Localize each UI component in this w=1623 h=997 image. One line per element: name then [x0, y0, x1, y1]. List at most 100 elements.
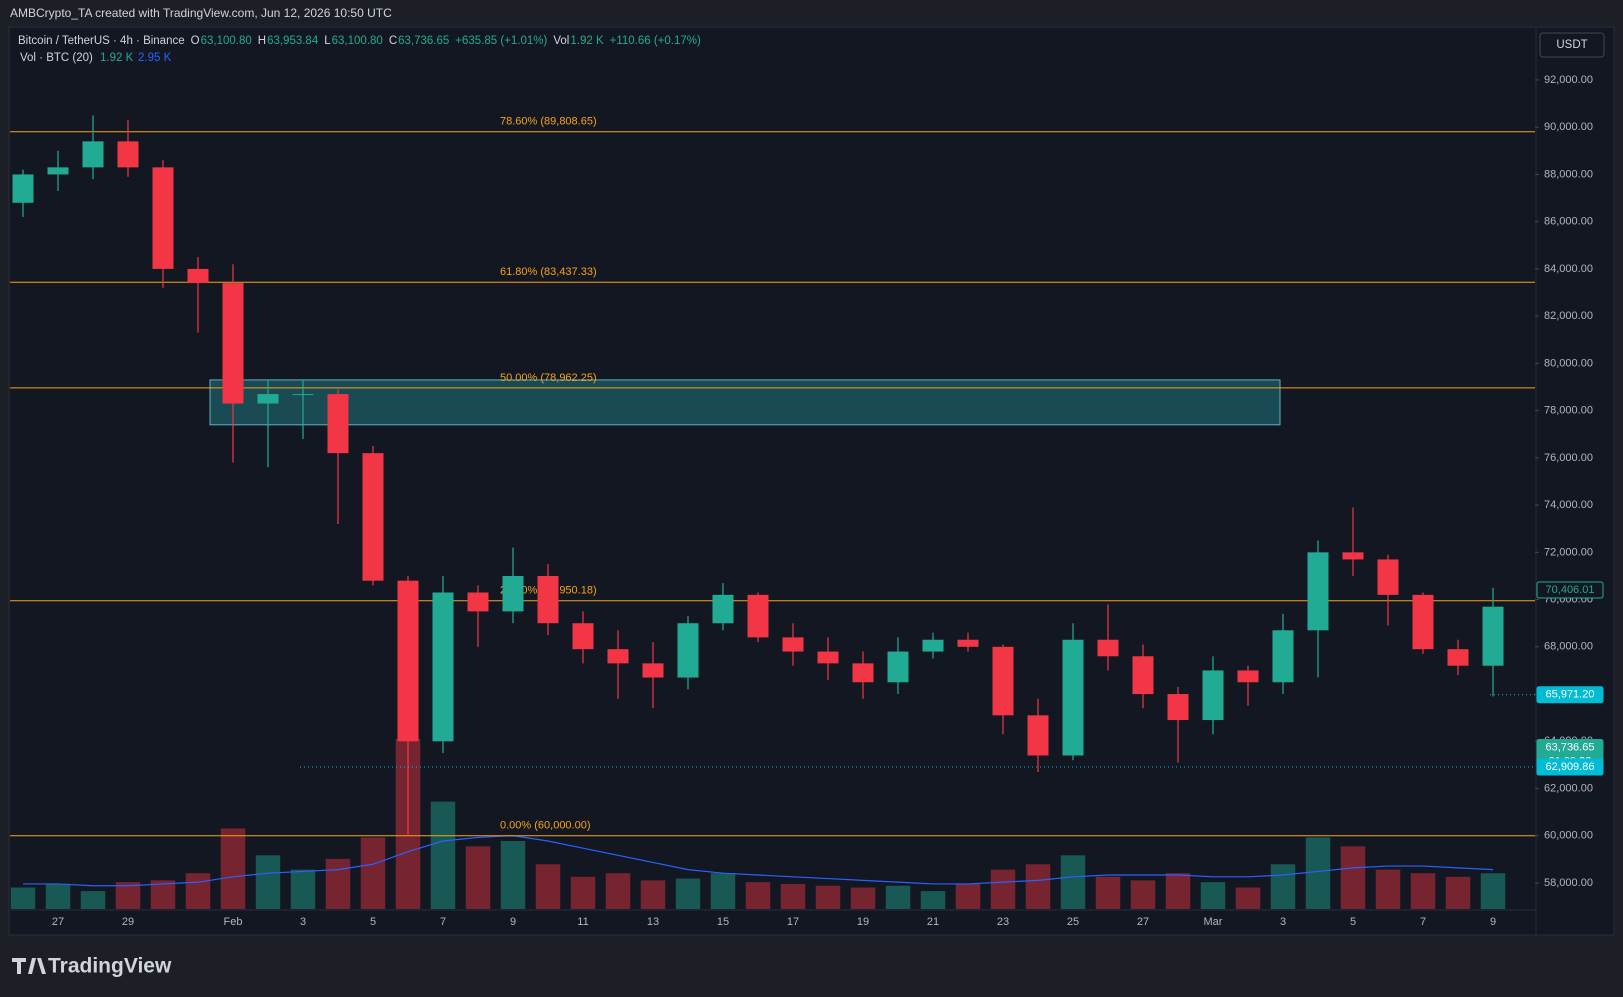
candle-body [712, 594, 734, 624]
x-tick-label: 3 [1280, 916, 1286, 928]
candle-body [922, 639, 944, 652]
x-tick-label: 27 [52, 916, 64, 928]
volume-bar [605, 873, 631, 909]
volume-bar [255, 855, 281, 909]
y-tick-label: 80,000.00 [1544, 357, 1593, 369]
price-label-box [1536, 758, 1604, 776]
candle-body [957, 639, 979, 647]
plot: 78.60% (89,808.65) 61.80% (83,437.33) 50.0… [10, 79, 1539, 909]
x-tick-label: 25 [1067, 916, 1079, 928]
volume-bar [150, 880, 176, 909]
volume-bar [815, 885, 841, 909]
vol-indicator: Vol · BTC (20) [20, 52, 93, 64]
candle-body [1377, 559, 1399, 595]
candle-body [747, 594, 769, 638]
candle-body [152, 167, 174, 269]
x-tick-label: 9 [1490, 916, 1496, 928]
volume-ma [23, 835, 1494, 887]
price-label: 62,909.86 [1546, 761, 1595, 773]
volume-bar [1340, 846, 1366, 909]
y-tick-label: 72,000.00 [1544, 546, 1593, 558]
volume-bar [45, 883, 71, 909]
x-tick-label: 3 [300, 916, 306, 928]
ohlc-value: 63,100.80 [332, 35, 383, 47]
fib-label: 78.60% (89,808.65) [500, 116, 597, 128]
brand[interactable]: TradingView [12, 955, 172, 978]
candle-body [817, 651, 839, 664]
volume-bar [1165, 873, 1191, 909]
volume-bar [1305, 837, 1331, 909]
y-tick-label: 90,000.00 [1544, 121, 1593, 133]
price-label: 65,971.20 [1546, 689, 1595, 701]
candle-body [642, 663, 664, 678]
candle-body [1027, 715, 1049, 756]
candle-body [82, 141, 104, 168]
ohlc-key: L [324, 35, 331, 47]
candle-body [257, 394, 279, 404]
candle-body [222, 283, 244, 404]
vol-indicator-value: 1.92 K [100, 52, 134, 64]
candle-body [117, 141, 139, 168]
volume-bar [1060, 855, 1086, 909]
candle-body [1097, 639, 1119, 657]
volume-bar [1095, 876, 1121, 909]
x-tick-label: 13 [647, 916, 659, 928]
volume-bar [185, 873, 211, 909]
y-tick-label: 74,000.00 [1544, 499, 1593, 511]
x-tick-label: 19 [857, 916, 869, 928]
brand-logo[interactable] [12, 958, 46, 974]
y-tick-label: 60,000.00 [1544, 830, 1593, 842]
volume-bar [710, 873, 736, 909]
x-tick-label: 5 [370, 916, 376, 928]
volume-bar [1375, 869, 1401, 909]
currency-box[interactable] [1539, 32, 1605, 58]
volume-bar [1410, 873, 1436, 909]
candle-body [1342, 552, 1364, 560]
y-tick-label: 82,000.00 [1544, 310, 1593, 322]
y-tick-label: 92,000.00 [1544, 74, 1593, 86]
candle-body [1132, 656, 1154, 695]
candle-body [782, 637, 804, 652]
credit: AMBCrypto_TA created with TradingView.co… [10, 6, 392, 20]
x-tick-label: Mar [1204, 916, 1223, 928]
currency[interactable]: USDT [1556, 39, 1587, 51]
candle-body [1447, 649, 1469, 666]
x-tick-label: 7 [1420, 916, 1426, 928]
volume-bar [220, 828, 246, 909]
ohlc-key: H [258, 35, 266, 47]
candle-body [1272, 630, 1294, 683]
candle-body [1412, 594, 1434, 650]
zone [209, 379, 1281, 426]
ohlc-value: 63,953.84 [267, 35, 319, 47]
vol-key: Vol [553, 35, 569, 47]
candle-body [607, 649, 629, 664]
volume-bar [1130, 880, 1156, 909]
candle-body [397, 580, 419, 742]
candle-body [1482, 606, 1504, 666]
change: +635.85 (+1.01%) [455, 35, 547, 47]
candle-body [1307, 552, 1329, 631]
candle-body [502, 575, 524, 612]
volume-bar [1480, 873, 1506, 909]
candle-body [677, 623, 699, 678]
volume-bar [1200, 882, 1226, 909]
ohlc-value: 63,100.80 [201, 35, 252, 47]
fib-label: 0.00% (60,000.00) [500, 820, 591, 832]
x-tick-label: 15 [717, 916, 729, 928]
volume-bar [850, 887, 876, 909]
candle-body [1237, 670, 1259, 683]
candle-body [362, 453, 384, 581]
y-tick-label: 86,000.00 [1544, 216, 1593, 228]
currency-button[interactable]: USDT [1539, 32, 1605, 58]
x-tick-label: 7 [440, 916, 446, 928]
price-label-box [1536, 581, 1604, 599]
volume-bar [500, 841, 526, 909]
y-tick-label: 78,000.00 [1544, 405, 1593, 417]
y-tick-label: 88,000.00 [1544, 168, 1593, 180]
y-tick-label: 62,000.00 [1544, 782, 1593, 794]
x-tick-label: 23 [997, 916, 1009, 928]
brand-name[interactable]: TradingView [48, 955, 172, 978]
candle-body [292, 394, 314, 396]
volume-bar [1025, 864, 1051, 909]
